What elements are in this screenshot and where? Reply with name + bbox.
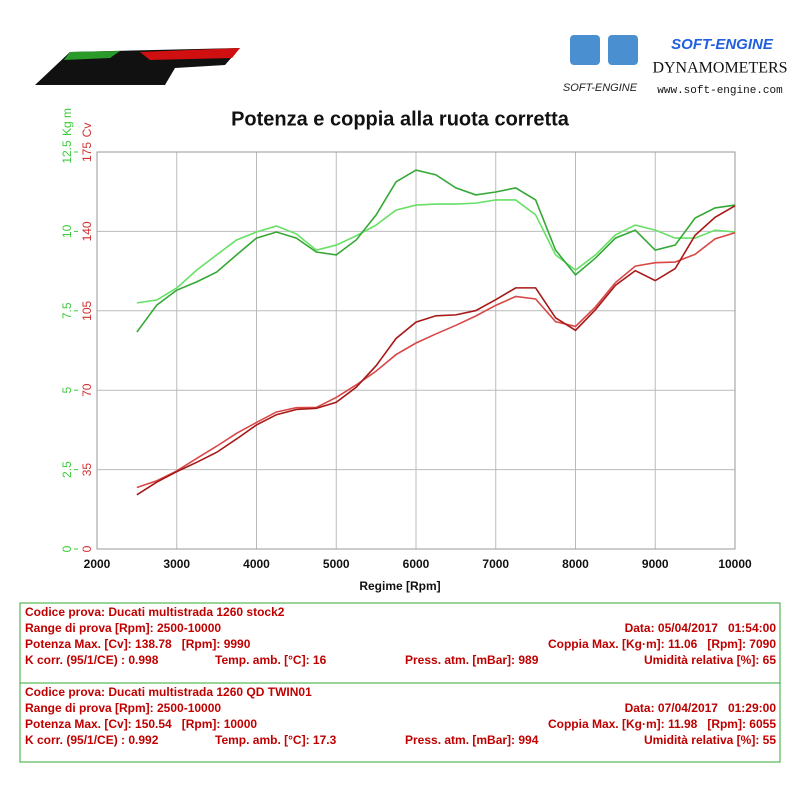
plot-frame	[96, 151, 736, 550]
info-text: Press. atm. [mBar]: 989	[405, 653, 539, 667]
y2-tick-label: 5	[60, 387, 74, 394]
y-tick-label: 35	[80, 463, 94, 477]
y2-tick-label: 10	[60, 224, 74, 238]
website: www.soft-engine.com	[657, 85, 783, 97]
info-text: K corr. (95/1/CE) : 0.992	[25, 733, 159, 747]
info-text: Codice prova: Ducati multistrada 1260 QD…	[25, 685, 312, 699]
info-text: Coppia Max. [Kg·m]: 11.06 [Rpm]: 7090	[548, 637, 776, 651]
x-axis-label: Regime [Rpm]	[359, 579, 440, 593]
x-tick-label: 5000	[323, 557, 350, 571]
y-tick-label: 140	[80, 221, 94, 241]
brand-subtitle: DYNAMOMETERS	[652, 60, 787, 77]
data-line	[136, 231, 736, 489]
x-tick-label: 8000	[562, 557, 589, 571]
x-tick-label: 3000	[163, 557, 190, 571]
x-tick-label: 4000	[243, 557, 270, 571]
qd-logo	[35, 48, 240, 85]
info-text: Codice prova: Ducati multistrada 1260 st…	[25, 605, 285, 619]
data-line	[136, 199, 736, 304]
soft-engine-logo: SOFT-ENGINE DYNAMOMETERS SOFT-ENGINE www…	[563, 35, 788, 97]
y2-axis-label: Kg m	[60, 108, 74, 136]
info-text: Potenza Max. [Cv]: 138.78 [Rpm]: 9990	[25, 637, 251, 651]
info-text: Press. atm. [mBar]: 994	[405, 733, 539, 747]
info-text: Potenza Max. [Cv]: 150.54 [Rpm]: 10000	[25, 717, 257, 731]
small-logo: SOFT-ENGINE	[563, 82, 638, 94]
info-text: Range di prova [Rpm]: 2500-10000	[25, 701, 221, 715]
y2-tick-label: 0	[60, 545, 74, 552]
data-line	[136, 205, 736, 496]
y-axis-label: Cv	[80, 123, 94, 138]
y-tick-label: 0	[80, 545, 94, 552]
info-text: Temp. amb. [°C]: 17.3	[215, 733, 337, 747]
info-text: Range di prova [Rpm]: 2500-10000	[25, 621, 221, 635]
info-text: Umidità relativa [%]: 55	[644, 733, 776, 747]
info-text: Data: 07/04/2017 01:29:00	[625, 701, 777, 715]
x-tick-label: 7000	[482, 557, 509, 571]
info-text: Umidità relativa [%]: 65	[644, 653, 776, 667]
x-tick-label: 9000	[642, 557, 669, 571]
info-text: Coppia Max. [Kg·m]: 11.98 [Rpm]: 6055	[548, 717, 776, 731]
brand: SOFT-ENGINE	[671, 36, 774, 53]
y2-tick-label: 7.5	[60, 302, 74, 319]
y2-tick-label: 2.5	[60, 461, 74, 478]
data-line	[136, 169, 736, 333]
info-text: Temp. amb. [°C]: 16	[215, 653, 327, 667]
y-tick-label: 105	[80, 300, 94, 320]
x-tick-label: 2000	[84, 557, 111, 571]
info-text: Data: 05/04/2017 01:54:00	[625, 621, 777, 635]
y2-tick-label: 12.5	[60, 140, 74, 164]
x-tick-label: 6000	[403, 557, 430, 571]
x-tick-label: 10000	[718, 557, 752, 571]
chart-title: Potenza e coppia alla ruota corretta	[231, 108, 570, 130]
info-text: K corr. (95/1/CE) : 0.998	[25, 653, 159, 667]
y-tick-label: 70	[80, 383, 94, 397]
y-tick-label: 175	[80, 142, 94, 162]
